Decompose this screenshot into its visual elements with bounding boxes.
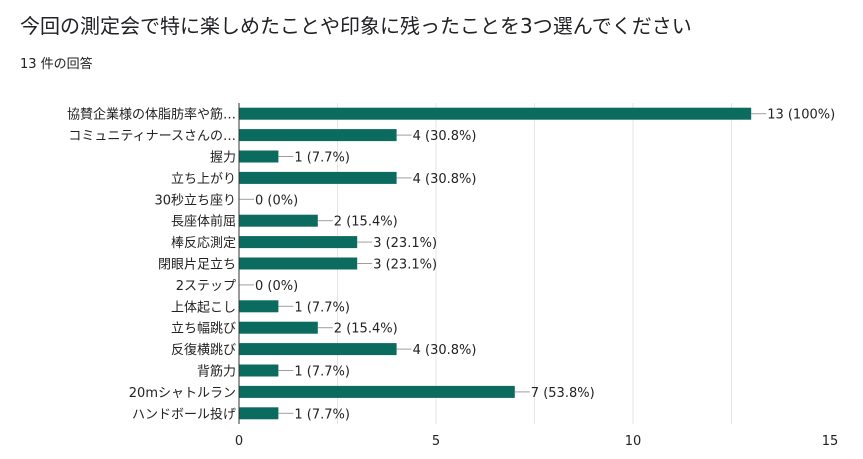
category-label: 20mシャトルラン — [129, 386, 236, 401]
bar — [239, 321, 318, 334]
data-label: 0 (0%) — [255, 279, 298, 294]
bar — [239, 107, 752, 120]
x-tick-label: 5 — [432, 434, 440, 449]
data-label: 7 (53.8%) — [531, 386, 595, 401]
bar — [239, 129, 397, 142]
data-label: 4 (30.8%) — [413, 172, 477, 187]
response-count: 13 件の回答 — [20, 57, 93, 72]
bar — [239, 236, 358, 249]
category-label: 30秒立ち座り — [154, 193, 236, 208]
data-label: 1 (7.7%) — [294, 151, 350, 166]
category-label: 2ステップ — [176, 279, 236, 294]
bar — [239, 364, 279, 377]
bar — [239, 300, 279, 313]
category-label: 閉眼片足立ち — [158, 258, 236, 273]
x-tick-label: 15 — [822, 434, 839, 449]
category-label: ハンドボール投げ — [132, 406, 236, 422]
bar — [239, 214, 318, 227]
category-label: 立ち上がり — [171, 172, 236, 187]
data-label: 4 (30.8%) — [413, 343, 477, 358]
bar — [239, 385, 515, 398]
category-label: 棒反応測定 — [171, 236, 236, 251]
data-label: 3 (23.1%) — [373, 236, 437, 251]
x-tick-label: 10 — [625, 434, 642, 449]
category-label: コミュニティナースさんの… — [68, 129, 236, 144]
category-label: 立ち幅跳び — [171, 322, 236, 337]
category-label: 反復横跳び — [171, 342, 236, 358]
bar — [239, 171, 397, 184]
chart-title: 今回の測定会で特に楽しめたことや印象に残ったことを3つ選んでください — [20, 14, 692, 38]
data-label: 0 (0%) — [255, 193, 298, 208]
x-tick-label: 0 — [235, 434, 243, 449]
data-label: 1 (7.7%) — [294, 365, 350, 380]
data-label: 1 (7.7%) — [294, 407, 350, 422]
category-label: 握力 — [210, 151, 236, 166]
category-label: 背筋力 — [197, 364, 236, 380]
category-label: 上体起こし — [171, 300, 236, 315]
data-label: 3 (23.1%) — [373, 258, 437, 273]
data-label: 2 (15.4%) — [334, 215, 398, 230]
data-label: 2 (15.4%) — [334, 322, 398, 337]
category-label: 長座体前屈 — [171, 214, 236, 230]
data-label: 13 (100%) — [767, 108, 835, 123]
bar — [239, 257, 358, 270]
category-label: 協賛企業様の体脂肪率や筋… — [67, 107, 236, 123]
data-label: 1 (7.7%) — [294, 300, 350, 315]
bar — [239, 150, 279, 163]
bar — [239, 407, 279, 420]
bar — [239, 343, 397, 356]
data-label: 4 (30.8%) — [413, 129, 477, 144]
